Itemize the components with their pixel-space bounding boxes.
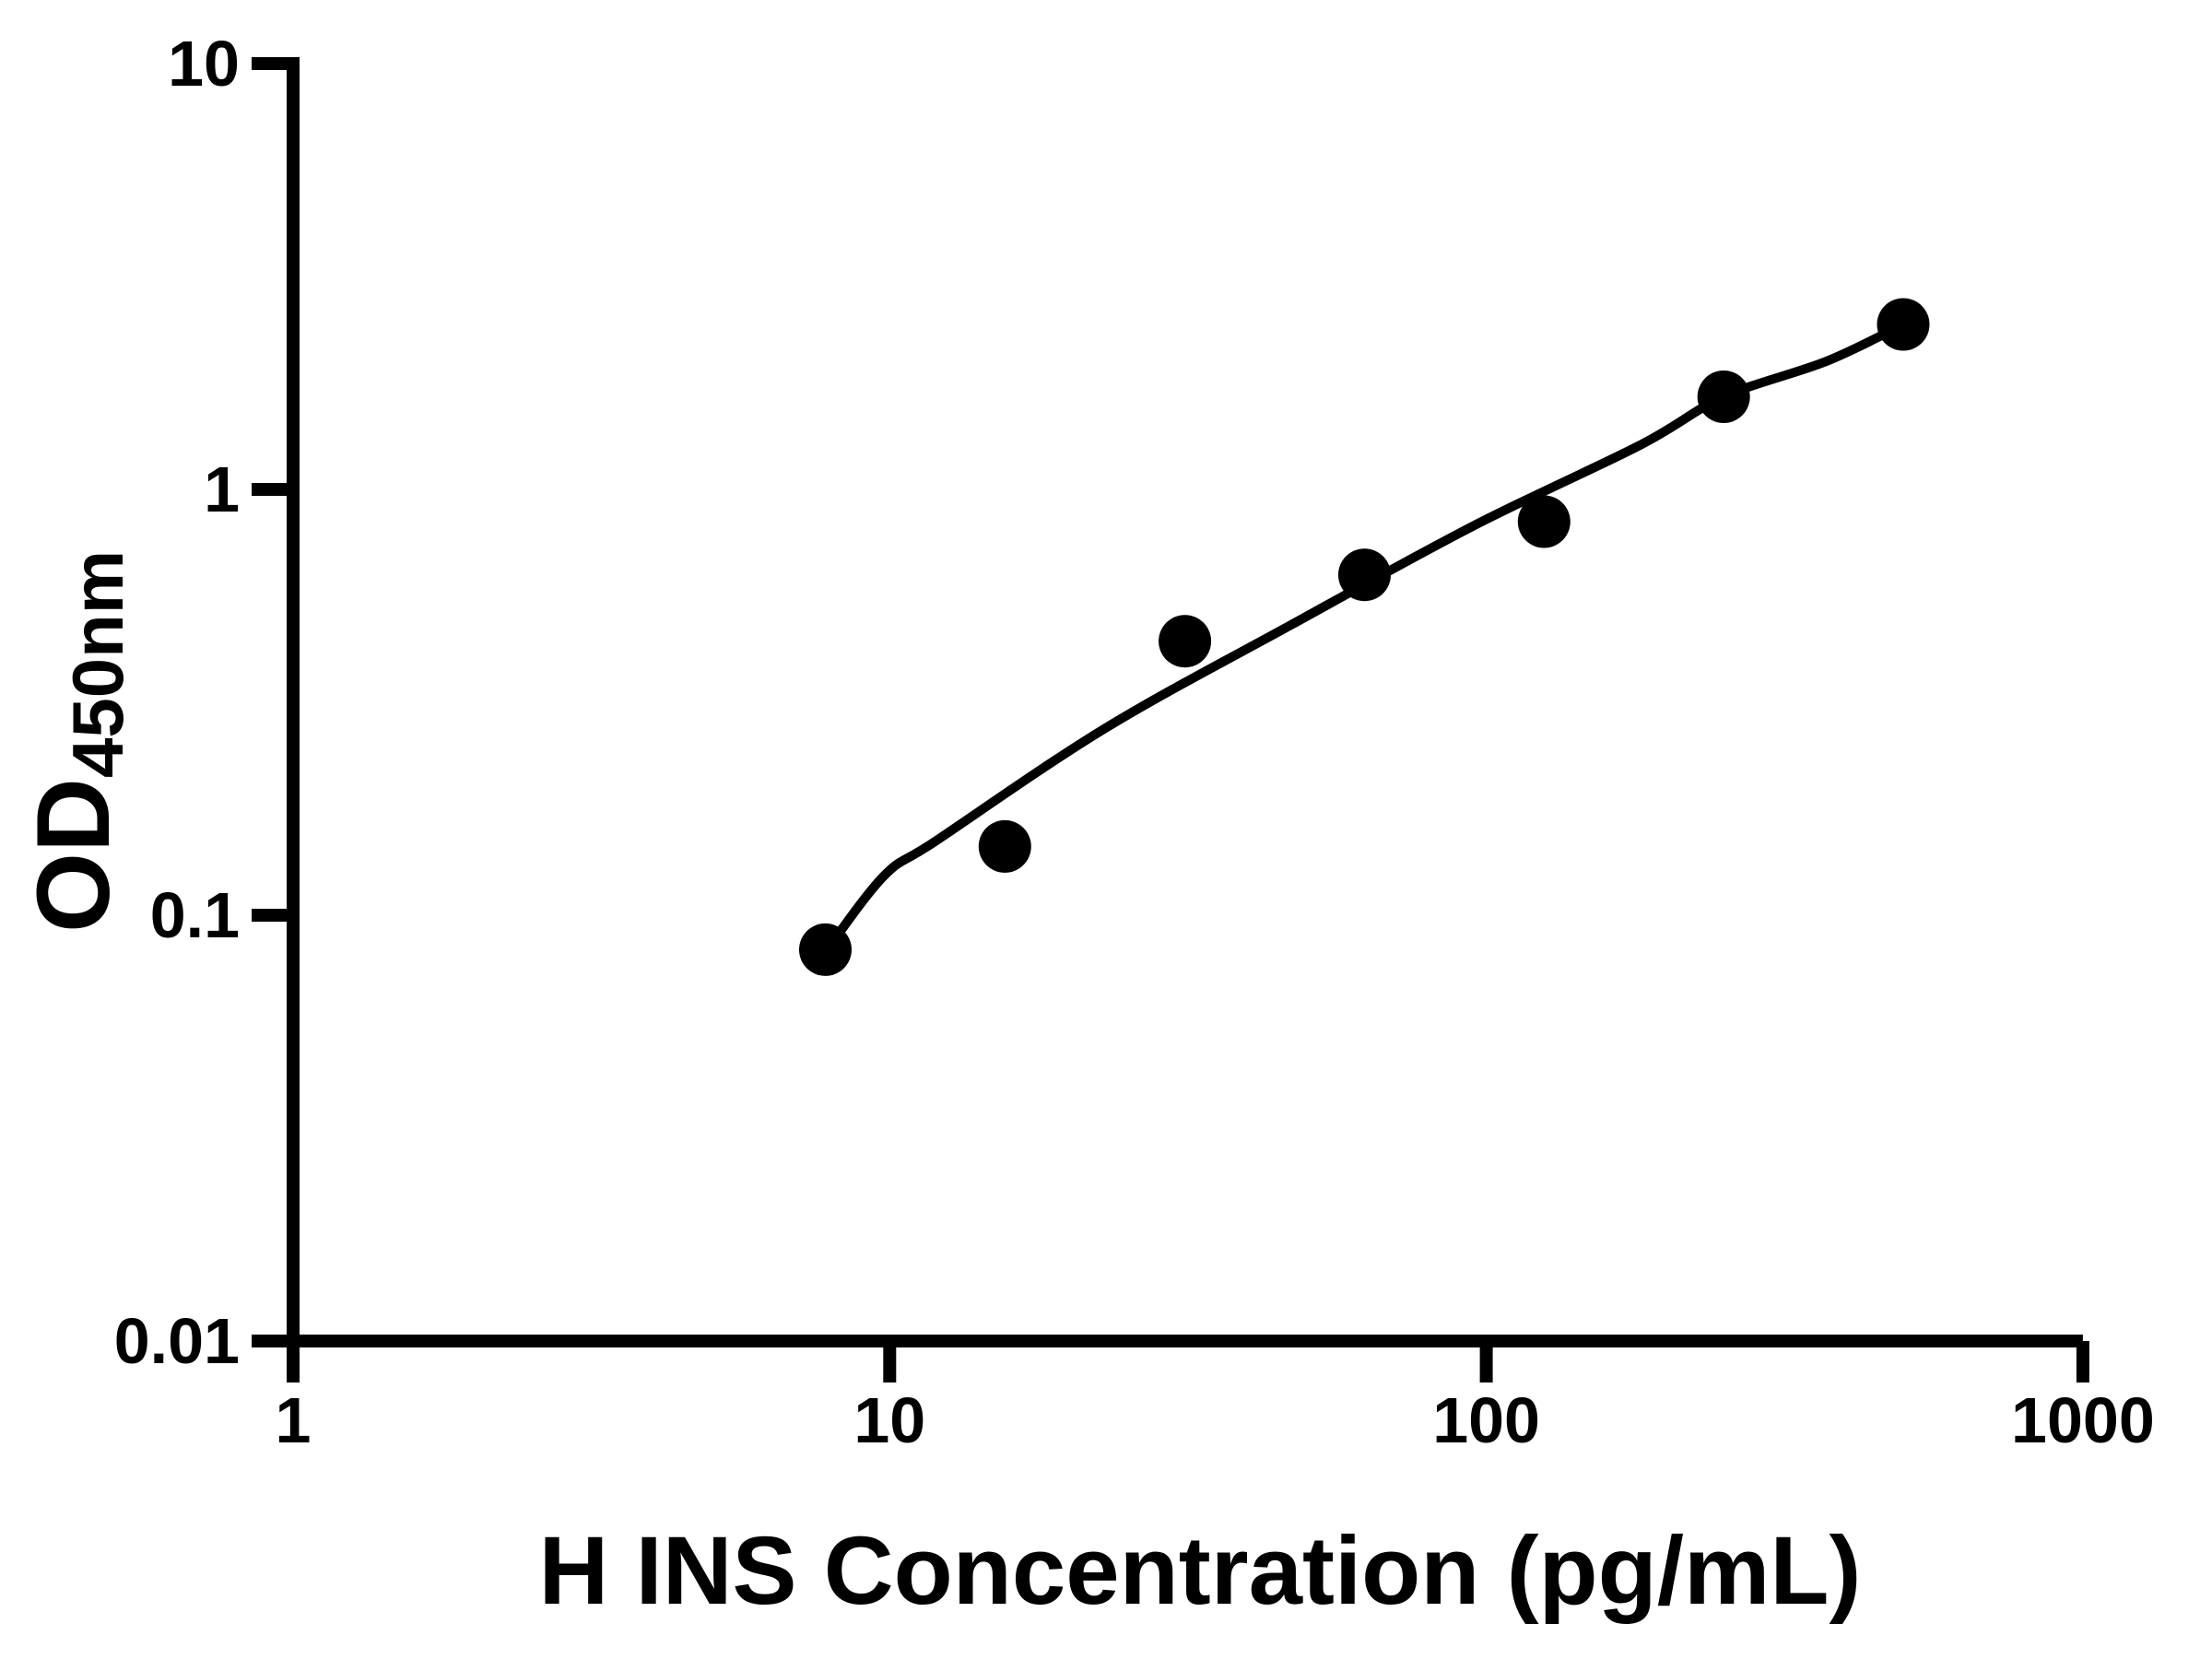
y-axis-title: OD450nm: [16, 550, 138, 933]
data-point: [1338, 548, 1391, 602]
x-tick-label: 1: [276, 1384, 312, 1456]
data-point: [1517, 495, 1571, 548]
tick-label-layer: 10 1 0.1 0.01 1 10 100 1000: [114, 28, 2155, 1456]
axes-layer: [287, 57, 2083, 1347]
data-point: [978, 819, 1031, 873]
y-tick-label: 0.1: [150, 879, 240, 951]
y-tick-label: 0.01: [114, 1305, 240, 1377]
y-tick-label: 1: [204, 453, 240, 525]
y-axis-title-subscript: 450nm: [57, 550, 138, 778]
x-tick-label: 1000: [2011, 1384, 2155, 1456]
y-tick-label: 10: [168, 28, 240, 100]
tick-layer: [252, 57, 2089, 1382]
data-point: [1697, 371, 1750, 423]
x-tick-label: 10: [853, 1384, 925, 1456]
x-axis-title: H INS Concentration (pg/mL): [539, 1517, 1862, 1625]
data-point: [1159, 615, 1212, 668]
x-tick-label: 100: [1432, 1384, 1540, 1456]
data-point: [1877, 298, 1930, 351]
y-axis-title-main: OD: [16, 778, 131, 933]
point-layer: [799, 298, 1930, 976]
data-point: [799, 923, 852, 976]
